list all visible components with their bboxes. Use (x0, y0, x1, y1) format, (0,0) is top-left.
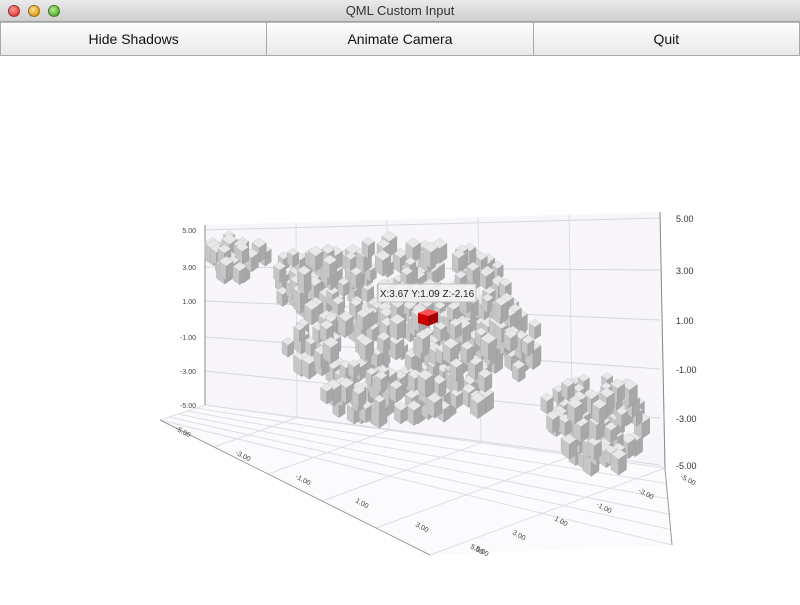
scatter-item[interactable] (511, 359, 526, 383)
scatter-item[interactable] (481, 293, 494, 314)
scatter-item[interactable] (434, 321, 447, 342)
scatter-item[interactable] (303, 299, 320, 326)
scatter-item[interactable] (494, 296, 509, 320)
y-axis-left-tick-label: -1.00 (180, 335, 196, 342)
scatter-item[interactable] (477, 368, 493, 393)
scatter-item[interactable] (394, 401, 408, 425)
scatter-item[interactable] (503, 329, 518, 353)
scatter-item[interactable] (348, 359, 360, 379)
y-axis-right-tick-label: 3.00 (676, 266, 694, 276)
toolbar: Hide Shadows Animate Camera Quit (0, 22, 800, 57)
scatter-item[interactable] (417, 369, 434, 397)
scatter-item[interactable] (373, 394, 386, 415)
scatter-item[interactable] (422, 241, 439, 269)
scatter-item[interactable] (293, 322, 306, 343)
scatter-item[interactable] (322, 336, 340, 365)
scatter-item[interactable] (449, 358, 464, 382)
scatter-item[interactable] (287, 247, 299, 268)
y-axis-right-tick-label: -5.00 (676, 461, 697, 471)
selected-item[interactable] (418, 309, 438, 326)
scatter-item[interactable] (297, 265, 312, 290)
zoom-window-icon[interactable] (48, 5, 60, 17)
scatter-item[interactable] (561, 434, 577, 460)
scatter-item[interactable] (361, 236, 375, 259)
y-axis-left-tick-label: 1.00 (182, 299, 196, 306)
scatter-item[interactable] (331, 295, 345, 318)
y-axis-right-tick-label: -3.00 (676, 414, 697, 424)
scatter-item[interactable] (447, 301, 460, 323)
scatter-item[interactable] (460, 340, 474, 364)
scatter-item[interactable] (479, 267, 493, 290)
scatter-item[interactable] (389, 313, 406, 341)
scatter-item[interactable] (370, 346, 385, 369)
scatter-item[interactable] (352, 385, 366, 408)
scatter-item[interactable] (281, 336, 295, 358)
scatter-item[interactable] (615, 406, 629, 428)
y-axis-right-tick-label: 1.00 (676, 316, 694, 326)
animate-camera-button[interactable]: Animate Camera (267, 22, 534, 56)
scatter-item[interactable] (376, 331, 391, 355)
scatter-item[interactable] (466, 261, 480, 284)
window-title: QML Custom Input (345, 3, 455, 18)
scatter-3d-canvas[interactable]: 5.00 3.00 1.00 -1.00 -3.00 -5.00 5.00 3.00 1.00… (0, 57, 800, 600)
scatter-item[interactable] (431, 374, 447, 399)
scatter-item[interactable] (232, 261, 247, 286)
scatter-item[interactable] (322, 254, 338, 280)
scatter-3d-graph[interactable]: 5.00 3.00 1.00 -1.00 -3.00 -5.00 5.00 3.00 1.00… (0, 57, 800, 600)
y-axis-left-tick-label: -5.00 (180, 403, 196, 410)
scatter-item[interactable] (374, 370, 388, 393)
y-axis-right-labels: 5.00 3.00 1.00 -1.00 -3.00 -5.00 (676, 214, 697, 471)
scatter-item[interactable] (540, 392, 554, 415)
scatter-item[interactable] (480, 332, 497, 361)
scatter-item[interactable] (610, 448, 627, 476)
scatter-item[interactable] (467, 354, 483, 381)
selection-label: X:3.67 Y:1.09 Z:-2.16 (377, 283, 477, 303)
scatter-item[interactable] (528, 318, 542, 340)
scatter-item[interactable] (344, 251, 357, 272)
scatter-item[interactable] (546, 410, 560, 434)
scatter-item[interactable] (566, 397, 583, 425)
y-axis-left-tick-label: 5.00 (182, 228, 196, 235)
scatter-item[interactable] (374, 249, 391, 277)
scatter-item[interactable] (320, 383, 334, 405)
scatter-item[interactable] (451, 249, 466, 272)
scatter-item[interactable] (469, 392, 486, 419)
scatter-item[interactable] (591, 398, 608, 425)
scatter-item[interactable] (450, 387, 463, 409)
selection-label-text: X:3.67 Y:1.09 Z:-2.16 (380, 289, 475, 300)
scatter-item[interactable] (389, 379, 404, 404)
floor-side-tick-label: -5.00 (679, 474, 696, 488)
y-axis-left-tick-label: 3.00 (182, 265, 196, 272)
y-axis-left-labels: 5.00 3.00 1.00 -1.00 -3.00 -5.00 (180, 228, 196, 410)
y-axis-right-tick-label: -1.00 (676, 365, 697, 375)
scatter-item[interactable] (301, 353, 317, 380)
scatter-item[interactable] (356, 308, 370, 332)
close-window-icon[interactable] (8, 5, 20, 17)
scatter-item[interactable] (449, 318, 462, 340)
y-axis-left-tick-label: -3.00 (180, 369, 196, 376)
scatter-item[interactable] (218, 256, 234, 281)
title-bar: QML Custom Input (0, 0, 800, 22)
scatter-item[interactable] (415, 329, 431, 355)
scatter-item[interactable] (337, 310, 354, 338)
scatter-item[interactable] (337, 277, 350, 298)
scatter-item[interactable] (307, 245, 324, 272)
scatter-item[interactable] (361, 281, 375, 304)
minimize-window-icon[interactable] (28, 5, 40, 17)
scatter-item[interactable] (426, 392, 443, 419)
scatter-item[interactable] (587, 436, 602, 461)
scatter-item[interactable] (521, 335, 535, 357)
scatter-item[interactable] (273, 261, 287, 284)
y-axis-right-tick-label: 5.00 (676, 214, 694, 224)
scatter-item[interactable] (561, 377, 575, 401)
scatter-item[interactable] (358, 335, 373, 361)
scatter-item[interactable] (406, 400, 422, 426)
hide-shadows-button[interactable]: Hide Shadows (0, 22, 268, 56)
scatter-item[interactable] (604, 421, 618, 444)
quit-button[interactable]: Quit (533, 22, 800, 56)
scatter-item[interactable] (349, 266, 363, 289)
